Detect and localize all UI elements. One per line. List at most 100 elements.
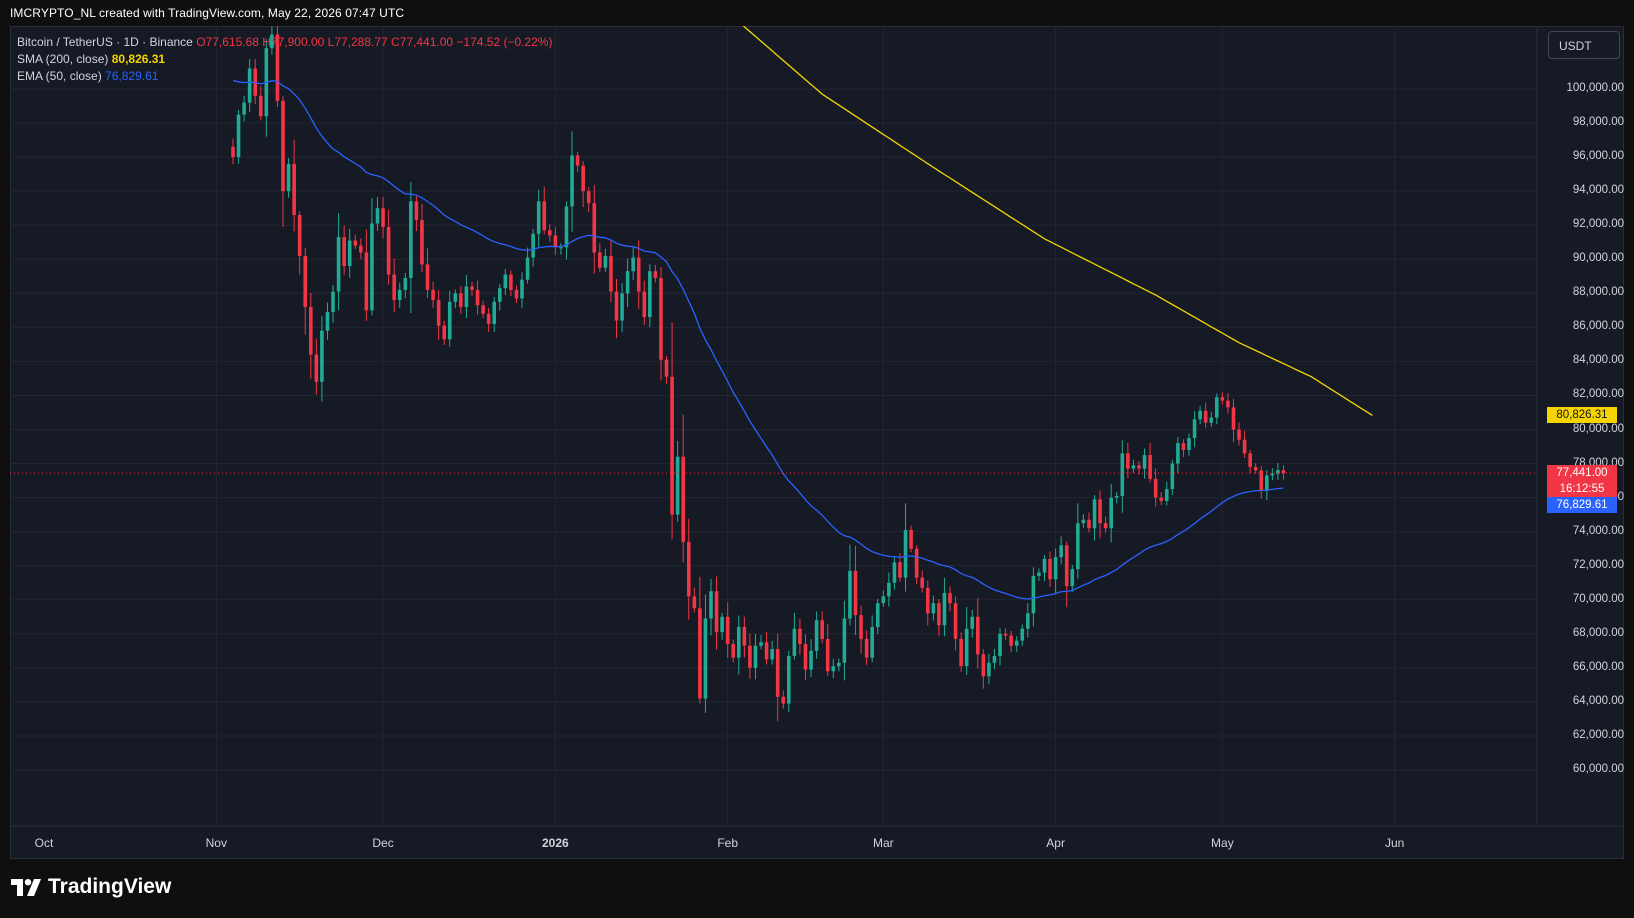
candle-body (753, 645, 758, 668)
price-tick-label: 94,000.00 (1572, 184, 1624, 197)
candle-body (297, 214, 302, 256)
price-tick-label: 64,000.00 (1572, 694, 1624, 707)
candle-body (959, 638, 963, 667)
candle-body (759, 642, 763, 646)
price-tick-label: 74,000.00 (1572, 524, 1624, 537)
candle-body (725, 616, 730, 645)
candle-body (1064, 545, 1069, 587)
candle-body (714, 591, 719, 633)
candle-body (514, 289, 519, 299)
candle-body (364, 252, 369, 311)
candle-body (447, 301, 452, 340)
candle-body (236, 114, 241, 158)
last-price-value: 77,441.00 (1556, 467, 1608, 480)
candle-body (742, 626, 747, 646)
candle-body (814, 620, 819, 651)
candle-body (258, 95, 263, 117)
candle-body (536, 201, 541, 234)
candle-body (920, 577, 925, 588)
candle-body (970, 616, 975, 629)
candle-body (1192, 419, 1197, 439)
candle-body (964, 628, 969, 667)
candle-body (875, 603, 880, 627)
candle-body (1281, 470, 1286, 474)
candle-body (909, 529, 913, 549)
candle-body (1181, 443, 1186, 450)
candle-body (347, 240, 352, 267)
candle-body (464, 286, 469, 307)
candle-body (609, 255, 613, 292)
candle-body (492, 301, 497, 324)
sma-legend-row[interactable]: SMA (200, close) 80,826.31 (17, 51, 553, 68)
candle-body (1153, 478, 1158, 498)
candle-body (420, 220, 424, 265)
candle-body (1114, 495, 1119, 498)
candle-body (981, 654, 986, 677)
candle-body (937, 603, 941, 626)
candle-body (292, 163, 296, 215)
price-tick-label: 98,000.00 (1572, 116, 1624, 129)
candle-body (553, 235, 558, 248)
date-tick-label: Nov (205, 836, 227, 850)
price-tick-label: 96,000.00 (1572, 150, 1624, 163)
sma-label: SMA (200, close) (17, 52, 109, 66)
candle-body (992, 655, 997, 663)
candle-body (853, 570, 858, 616)
candle-body (520, 279, 524, 299)
symbol-legend-row[interactable]: Bitcoin / TetherUS · 1D · Binance O77,61… (17, 34, 553, 51)
price-tick-label: 90,000.00 (1572, 252, 1624, 265)
candle-body (542, 201, 547, 231)
candle-body (425, 264, 430, 290)
candle-body (686, 541, 691, 597)
candle-body (898, 562, 902, 578)
candle-body (681, 456, 686, 542)
candle-body (1220, 397, 1225, 401)
price-tick-label: 82,000.00 (1572, 388, 1624, 401)
candle-body (1164, 489, 1169, 502)
candle-body (998, 633, 1002, 656)
candle-body (581, 165, 585, 192)
price-tick-label: 60,000.00 (1572, 763, 1624, 775)
candle-body (475, 289, 480, 306)
symbol-label: Bitcoin / TetherUS · 1D · Binance (17, 35, 193, 49)
price-chart[interactable] (10, 26, 1624, 859)
candle-body (1248, 453, 1252, 467)
candle-body (1053, 557, 1058, 580)
candle-body (803, 644, 808, 670)
chart-frame[interactable] (10, 26, 1624, 859)
candle-body (548, 230, 552, 236)
candle-body (837, 662, 841, 667)
candle-body (592, 203, 597, 253)
currency-button[interactable]: USDT (1548, 31, 1620, 59)
candle-body (1126, 453, 1130, 469)
date-tick-label: Oct (34, 836, 54, 850)
candle-body (436, 300, 441, 326)
candle-body (570, 155, 574, 207)
candle-body (459, 293, 463, 307)
candle-body (1198, 410, 1202, 420)
candle-body (798, 628, 802, 645)
candle-body (1042, 558, 1047, 573)
candle-body (670, 376, 674, 515)
tradingview-logo-icon (11, 878, 41, 896)
price-tick-label: 80,000.00 (1572, 422, 1624, 435)
date-tick-label: Mar (872, 836, 894, 850)
candle-body (987, 662, 991, 677)
candle-body (692, 596, 697, 609)
candle-body (486, 313, 491, 324)
candle-body (975, 616, 980, 655)
candle-body (1037, 572, 1041, 576)
candle-body (1170, 463, 1175, 490)
candle-body (1048, 558, 1052, 580)
candle-body (675, 456, 680, 515)
candle-body (881, 596, 886, 604)
candle-body (336, 237, 341, 292)
candle-body (842, 618, 847, 663)
candle-body (586, 191, 591, 204)
price-tick-label: 70,000.00 (1572, 592, 1624, 605)
candle-body (1237, 429, 1241, 440)
price-tick-label: 84,000.00 (1572, 354, 1624, 367)
ema-legend-row[interactable]: EMA (50, close) 76,829.61 (17, 68, 553, 85)
candle-body (308, 306, 313, 355)
candle-body (736, 626, 741, 658)
